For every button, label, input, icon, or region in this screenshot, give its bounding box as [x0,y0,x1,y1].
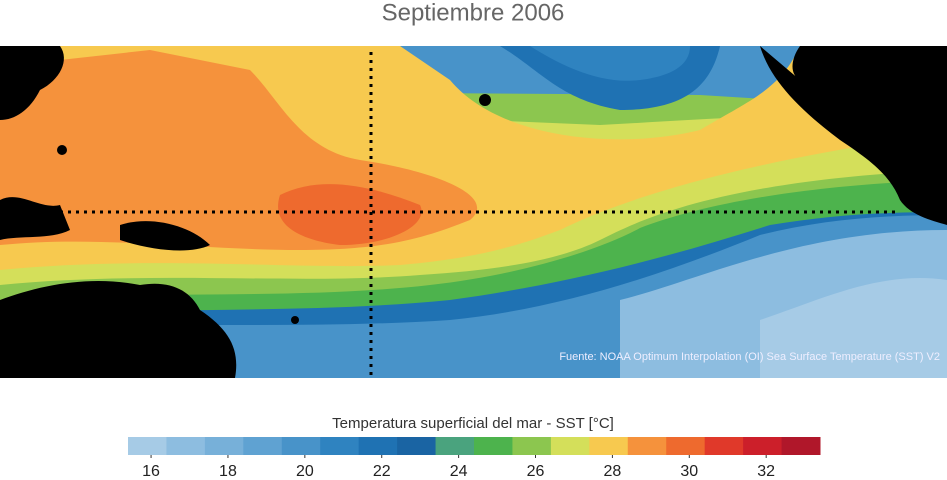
colorbar-swatch [166,437,206,455]
colorbar-swatch [743,437,783,455]
colorbar-swatch [550,437,590,455]
colorbar-swatch [358,437,398,455]
colorbar-tick-label: 26 [527,463,545,480]
colorbar-swatch [589,437,629,455]
colorbar-tick-label: 30 [680,463,698,480]
colorbar-swatch [704,437,744,455]
colorbar-swatch [627,437,667,455]
colorbar-swatch [243,437,283,455]
colorbar-swatch [128,437,167,455]
colorbar-tick-label: 18 [219,463,237,480]
colorbar-swatch [320,437,360,455]
colorbar: 16 18 20 22 24 26 28 30 32 [128,437,821,480]
map: Fuente: NOAA Optimum Interpolation (OI) … [0,46,947,378]
colorbar-swatch [204,437,244,455]
colorbar-swatch [435,437,475,455]
source: Fuente: NOAA Optimum Interpolation (OI) … [559,351,940,363]
colorbar-tick-label: 24 [450,463,468,480]
colorbar-tick-label: 20 [296,463,314,480]
colorbar-label: Temperatura superficial del mar - SST [°… [332,415,614,432]
colorbar-swatch [512,437,552,455]
colorbar-tick-label: 22 [373,463,391,480]
title: Septiembre 2006 [382,0,565,26]
colorbar-swatch [397,437,437,455]
colorbar-swatch [781,437,821,455]
colorbar-swatch [666,437,706,455]
colorbar-tick-label: 28 [604,463,622,480]
colorbar-swatch [474,437,513,455]
colorbar-swatch [281,437,321,455]
colorbar-tick-label: 16 [142,463,160,480]
colorbar-tick-label: 32 [757,463,775,480]
